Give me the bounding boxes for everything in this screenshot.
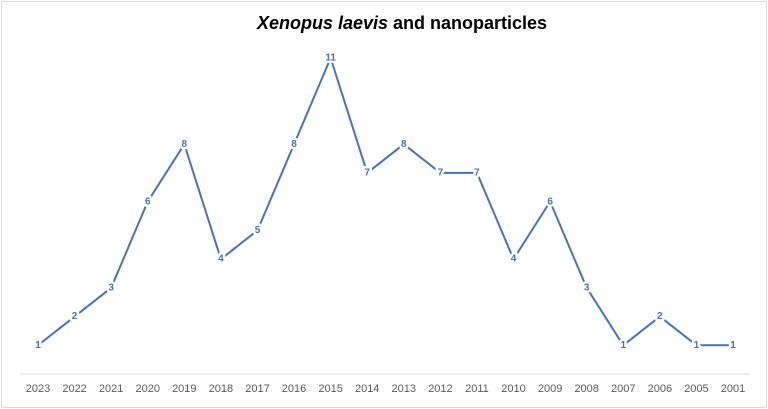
data-label: 11 <box>325 53 336 64</box>
x-tick-label: 2016 <box>282 383 306 395</box>
data-label: 5 <box>255 225 261 236</box>
x-tick-label: 2005 <box>684 383 708 395</box>
x-tick-label: 2008 <box>574 383 598 395</box>
x-tick-label: 2022 <box>62 383 86 395</box>
data-label: 2 <box>657 311 663 322</box>
x-tick-label: 2012 <box>428 383 452 395</box>
x-tick-label: 2011 <box>465 383 489 395</box>
x-tick-label: 2006 <box>648 383 672 395</box>
x-tick-label: 2021 <box>99 383 123 395</box>
data-label: 7 <box>474 168 480 179</box>
data-label: 3 <box>108 282 114 293</box>
x-tick-label: 2020 <box>135 383 159 395</box>
chart-title: Xenopus laevis and nanoparticles <box>256 13 547 33</box>
data-label: 7 <box>364 168 370 179</box>
data-label: 8 <box>182 139 188 150</box>
data-label: 6 <box>547 196 553 207</box>
x-tick-label: 2015 <box>318 383 342 395</box>
x-tick-label: 2023 <box>26 383 50 395</box>
data-label: 1 <box>730 340 736 351</box>
data-label: 7 <box>438 168 444 179</box>
x-tick-label: 2013 <box>392 383 416 395</box>
x-tick-label: 2009 <box>538 383 562 395</box>
x-tick-label: 2018 <box>209 383 233 395</box>
data-label: 4 <box>218 254 224 265</box>
data-label: 1 <box>694 340 700 351</box>
series-line <box>37 55 733 347</box>
x-tick-label: 2010 <box>501 383 525 395</box>
x-tick-label: 2017 <box>245 383 269 395</box>
data-label: 2 <box>72 311 78 322</box>
data-label: 8 <box>401 139 407 150</box>
x-tick-label: 2014 <box>355 383 379 395</box>
title-italic: Xenopus laevis <box>256 13 388 33</box>
data-label: 3 <box>584 282 590 293</box>
data-label: 1 <box>35 340 41 351</box>
data-label: 4 <box>511 254 517 265</box>
data-label: 6 <box>145 196 151 207</box>
data-label: 1 <box>620 340 626 351</box>
x-tick-label: 2001 <box>721 383 745 395</box>
x-tick-label: 2019 <box>172 383 196 395</box>
data-label: 8 <box>291 139 297 150</box>
x-tick-label: 2007 <box>611 383 635 395</box>
title-rest: and nanoparticles <box>393 13 547 33</box>
